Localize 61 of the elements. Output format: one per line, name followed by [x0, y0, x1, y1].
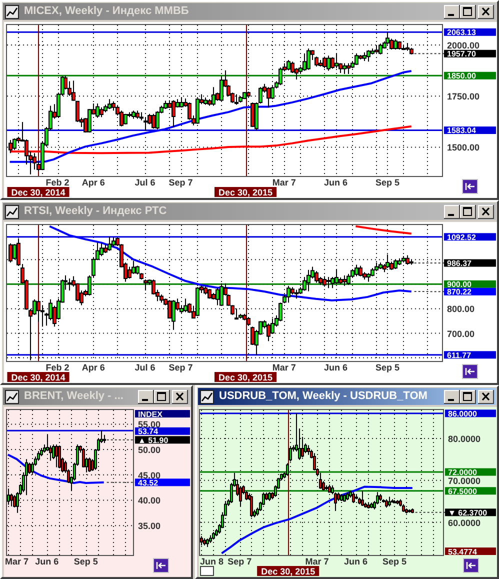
chart-title: BRENT, Weekly - ... [24, 389, 124, 404]
x-tick-label: Jun 6 [35, 556, 59, 566]
annotation: 986.37 [447, 258, 472, 268]
x-tick-label: Feb 2 [46, 178, 70, 188]
y-tick-label: 2000.00 [447, 40, 480, 51]
ref-line-label: 86.0000 [448, 409, 478, 418]
ref-line-label: 2063.13 [447, 28, 476, 38]
y-axis-title: INDEX [138, 410, 164, 419]
x-tick-label: Jun 6 [324, 178, 348, 188]
ref-line-label: Dec 30, 2014 [11, 372, 66, 382]
x-tick-label: Sep 5 [375, 178, 400, 188]
x-tick-label: Mar 7 [272, 178, 296, 188]
y-tick-label: 40.00 [138, 496, 161, 506]
x-tick-label: Sep 7 [168, 178, 193, 188]
x-tick-label: Mar 7 [272, 362, 296, 372]
ref-line-label: 1850.00 [447, 72, 476, 81]
ref-line-label: Dec 30, 2015 [218, 372, 273, 382]
x-tick-label: Apr 6 [82, 362, 105, 372]
ref-line-label: 67.5000 [448, 486, 478, 496]
x-tick-label: Jun 8 [200, 556, 224, 566]
chart-title: USDRUB_TOM, Weekly - USDRUB_TOM [219, 389, 428, 404]
y-tick-label: 700.00 [447, 328, 475, 339]
y-tick-label: 60.0000 [448, 518, 481, 528]
y-tick-label: 70.0000 [448, 476, 481, 486]
ref-line-label: Dec 30, 2015 [261, 566, 316, 576]
text: 53.4774 [448, 547, 478, 556]
y-tick-label: 1750.00 [447, 92, 480, 102]
y-tick-label: 45.00 [138, 470, 161, 480]
annotation: 1957.70 [447, 50, 476, 59]
x-tick-label: Sep 5 [74, 556, 98, 566]
annotation: 870.22 [447, 288, 472, 297]
ref-line-label: 900.00 [447, 280, 472, 290]
x-tick-label: Apr 6 [82, 178, 105, 188]
ref-line-label: 1583.04 [447, 126, 476, 136]
chart-title: RTSI, Weekly - Индекс РТС [24, 204, 167, 219]
ref-line-label: Dec 30, 2015 [218, 188, 273, 198]
x-tick-label: Jul 6 [134, 178, 156, 188]
x-tick-label: Feb 2 [46, 362, 70, 372]
x-tick-label: Mar 7 [5, 556, 29, 566]
x-tick-label: Sep 5 [375, 362, 400, 372]
ref-line-label: Dec 30, 2014 [11, 188, 66, 198]
annotation: ▲ 51.90 [138, 436, 169, 445]
chart-title: MICEX, Weekly - Индекс ММВБ [24, 4, 189, 19]
x-tick-label: Sep 7 [228, 556, 252, 566]
ref-line-label: 611.77 [447, 350, 472, 360]
y-tick-label: 1500.00 [447, 142, 480, 153]
annotation: ▼ 62.3700 [448, 508, 488, 518]
x-tick-label: Jul 6 [134, 362, 156, 372]
annotation: 43.52 [138, 478, 159, 488]
ref-line-label: 72.0000 [448, 468, 478, 478]
ref-line-label: 1092.52 [447, 232, 476, 242]
x-tick-label: Jun 6 [324, 362, 348, 372]
x-tick-label: Sep 7 [168, 362, 193, 372]
x-tick-label: Mar 7 [305, 556, 329, 566]
y-tick-label: 800.00 [447, 304, 475, 314]
x-tick-label: Sep 5 [382, 556, 406, 566]
y-tick-label: 50.00 [138, 445, 161, 456]
y-tick-label: 80.0000 [448, 434, 481, 444]
y-tick-label: 35.00 [138, 521, 161, 532]
x-tick-label: Jun 6 [344, 556, 368, 566]
ref-line-label: 53.74 [138, 427, 159, 436]
